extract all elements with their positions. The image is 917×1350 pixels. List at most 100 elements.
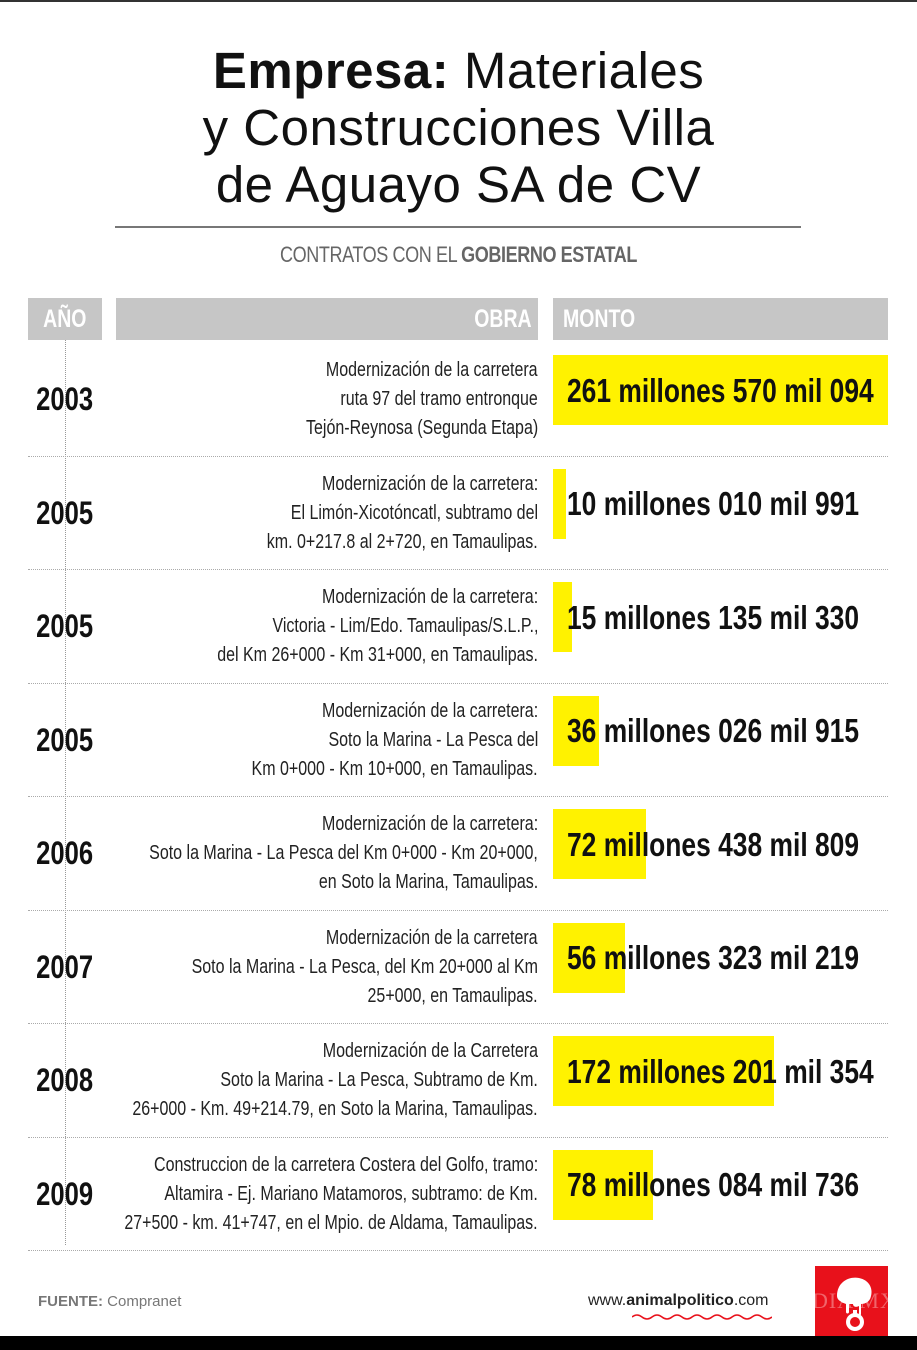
row-obra-line: 25+000, en Tamaulipas.: [367, 984, 538, 1007]
page-title: Empresa: Materiales y Construcciones Vil…: [0, 42, 917, 213]
row-year-label: 2007: [36, 948, 94, 985]
subtitle-bold: GOBIERNO ESTATAL: [461, 242, 637, 267]
row-obra-line: Victoria - Lim/Edo. Tamaulipas/S.L.P.,: [272, 615, 538, 638]
source-value: Compranet: [103, 1293, 182, 1310]
row-year: 2006: [28, 797, 102, 911]
url-suffix: .com: [733, 1292, 769, 1309]
url-prefix: www.: [588, 1292, 627, 1309]
table-row: 2006 Modernización de la carretera: Soto l…: [28, 797, 888, 911]
row-obra-line: 26+000 - Km. 49+214.79, en Soto la Marin…: [132, 1098, 538, 1121]
amount-bar: [553, 809, 646, 879]
amount-bar: [553, 1036, 774, 1106]
source-label: FUENTE:: [38, 1293, 103, 1310]
row-year: 2009: [28, 1138, 102, 1252]
table-row: 2007 Modernización de la carretera Soto la…: [28, 911, 888, 1025]
row-amount-label: 10 millones 010 mil 991: [567, 485, 860, 522]
row-amount: 78 millones 084 mil 736: [567, 1138, 917, 1233]
row-obra-line: Tejón-Reynosa (Segunda Etapa): [305, 417, 538, 440]
row-amount-label: 78 millones 084 mil 736: [567, 1166, 860, 1203]
squiggle-underline-icon: [632, 1314, 772, 1320]
row-year-label: 2006: [36, 835, 94, 872]
table-row: 2005 Modernización de la carretera: Soto l…: [28, 684, 888, 798]
row-obra-line: 27+500 - km. 41+747, en el Mpio. de Alda…: [124, 1211, 538, 1234]
title-bold: Empresa:: [212, 42, 450, 99]
row-obra-line: Modernización de la carretera: [326, 359, 538, 382]
title-line2: y Construcciones Villa: [202, 99, 715, 156]
elephant-icon: [837, 1277, 872, 1331]
row-obra-line: Modernización de la carretera:: [321, 699, 538, 722]
title-divider: [115, 226, 801, 228]
row-obra: Construccion de la carretera Costera del…: [0, 1138, 538, 1252]
table-row: 2009 Construccion de la carretera Costera…: [28, 1138, 888, 1252]
column-header-obra: OBRA: [116, 298, 538, 340]
title-line1: Materiales: [449, 42, 705, 99]
row-obra-line: ruta 97 del tramo entronque: [340, 388, 538, 411]
row-year: 2007: [28, 911, 102, 1025]
row-obra-line: Construccion de la carretera Costera del…: [153, 1153, 538, 1176]
row-obra: Modernización de la carretera: Soto la Ma…: [0, 684, 538, 798]
row-amount-label: 36 millones 026 mil 915: [567, 712, 860, 749]
row-obra-line: km. 0+217.8 al 2+720, en Tamaulipas.: [267, 530, 538, 553]
amount-bar: [553, 922, 625, 993]
top-border: [0, 0, 917, 2]
table-row: 2003 Modernización de la carretera ruta 97…: [28, 343, 888, 457]
row-obra-line: en Soto la Marina, Tamaulipas.: [318, 871, 538, 894]
row-separator: [28, 455, 888, 457]
year-timeline-line: [65, 340, 66, 1245]
row-separator: [28, 569, 888, 570]
row-obra: Modernización de la carretera: Soto la Ma…: [0, 797, 538, 911]
row-amount: 261 millones 570 mil 094: [567, 343, 917, 438]
column-header-year-label: AÑO: [43, 305, 87, 333]
row-amount-label: 261 millones 570 mil 094: [567, 371, 874, 409]
row-obra-line: Modernización de la carretera:: [321, 813, 538, 836]
source-note: FUENTE: Compranet: [38, 1293, 181, 1310]
row-obra-line: Modernización de la carretera: [326, 926, 538, 949]
column-header-monto: MONTO: [553, 298, 888, 340]
row-amount: 36 millones 026 mil 915: [567, 684, 917, 779]
website-link[interactable]: www.animalpolitico.com: [588, 1292, 768, 1310]
row-obra: Modernización de la carretera ruta 97 del…: [0, 343, 538, 457]
row-amount: 56 millones 323 mil 219: [567, 911, 917, 1006]
amount-bar: [553, 468, 566, 539]
watermark: DIA MX: [812, 1288, 897, 1313]
amount-bar: [553, 695, 599, 766]
row-obra-line: Soto la Marina - La Pesca del: [328, 728, 538, 751]
row-year-label: 2005: [36, 608, 94, 645]
row-obra: Modernización de la Carretera Soto la Mar…: [0, 1024, 538, 1138]
row-separator: [28, 1136, 888, 1138]
row-obra-line: Soto la Marina - La Pesca, Subtramo de K…: [220, 1069, 538, 1092]
row-obra-line: Modernización de la carretera:: [321, 586, 538, 609]
table-row: 2005 Modernización de la carretera: Victor…: [28, 570, 888, 684]
row-obra: Modernización de la carretera: El Limón-X…: [0, 457, 538, 571]
animal-politico-logo: [815, 1266, 888, 1338]
row-year-label: 2005: [36, 721, 94, 758]
row-obra: Modernización de la carretera: Victoria -…: [0, 570, 538, 684]
row-obra-line: El Limón-Xicotóncatl, subtramo del: [290, 501, 538, 524]
title-line3: de Aguayo SA de CV: [215, 156, 702, 213]
row-amount-label: 172 millones 201 mil 354: [567, 1052, 874, 1090]
row-amount: 172 millones 201 mil 354: [567, 1024, 917, 1119]
url-brand: animalpolitico: [626, 1292, 734, 1309]
row-amount: 10 millones 010 mil 991: [567, 457, 917, 552]
row-year: 2005: [28, 684, 102, 798]
row-year-label: 2003: [36, 381, 94, 418]
bottom-band: [0, 1336, 917, 1350]
row-year: 2005: [28, 457, 102, 571]
row-obra: Modernización de la carretera Soto la Mar…: [0, 911, 538, 1025]
subtitle: CONTRATOS CON EL GOBIERNO ESTATAL: [83, 242, 835, 268]
column-header-obra-label: OBRA: [474, 305, 532, 333]
row-obra-line: del Km 26+000 - Km 31+000, en Tamaulipas…: [217, 644, 538, 667]
row-year-label: 2009: [36, 1175, 94, 1212]
amount-bar: [553, 1149, 653, 1220]
row-obra-line: Soto la Marina - La Pesca, del Km 20+000…: [191, 955, 538, 978]
table-row: 2008 Modernización de la Carretera Soto la…: [28, 1024, 888, 1138]
row-amount-label: 15 millones 135 mil 330: [567, 598, 860, 636]
row-year: 2008: [28, 1024, 102, 1138]
row-amount: 72 millones 438 mil 809: [567, 797, 917, 892]
row-obra-line: Km 0+000 - Km 10+000, en Tamaulipas.: [251, 757, 538, 780]
row-separator: [28, 1023, 888, 1024]
table-row: 2005 Modernización de la carretera: El Lim…: [28, 457, 888, 571]
row-amount: 15 millones 135 mil 330: [567, 570, 917, 665]
row-obra-line: Soto la Marina - La Pesca del Km 0+000 -…: [149, 842, 538, 865]
column-header-year: AÑO: [28, 298, 102, 340]
